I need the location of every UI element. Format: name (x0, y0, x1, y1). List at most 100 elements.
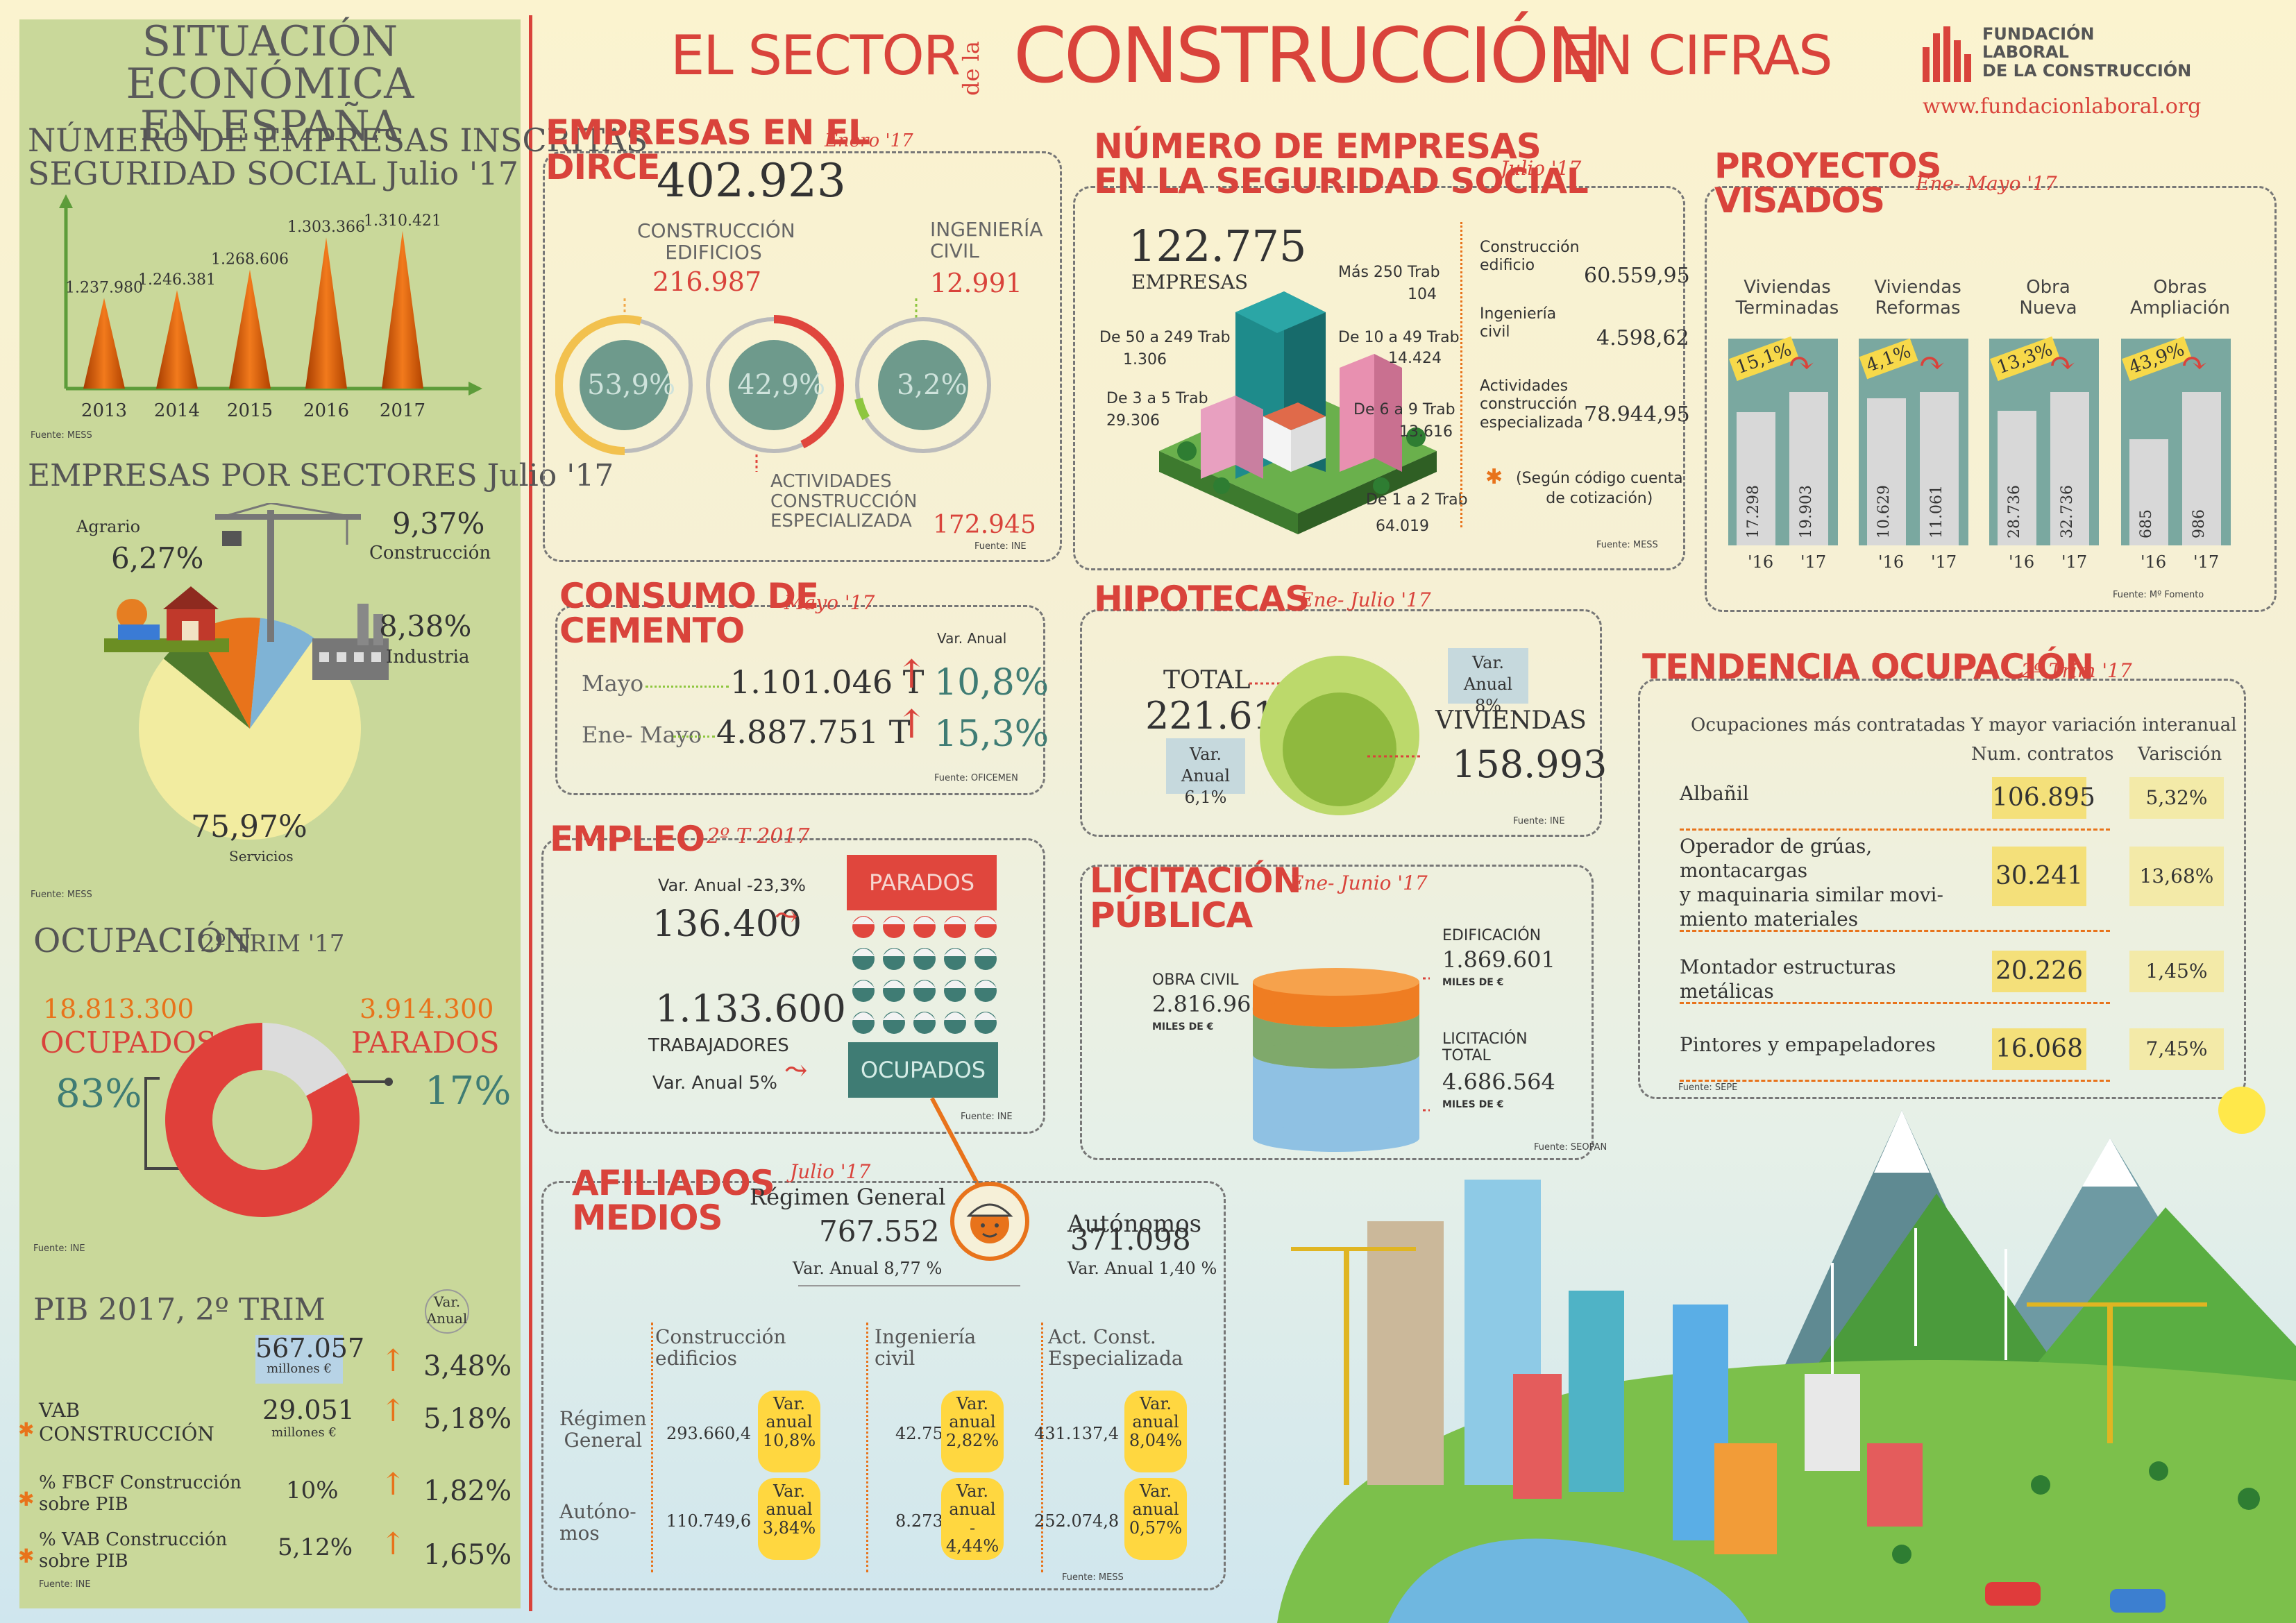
ocupados-pct: 83% (56, 1071, 142, 1116)
ss-edificio-line2: edificio (1480, 257, 1535, 275)
cone-bar (305, 237, 347, 389)
visados-title-line1: PROYECTOS (1714, 146, 1942, 186)
tendencia-row-label: Montador estructuras metálicas (1680, 955, 1943, 1003)
industria-value: 8,38% (379, 609, 472, 643)
dirce-edificios-line2: EDIFICIOS (665, 240, 762, 264)
cone-bar (382, 230, 423, 389)
dirce-date: Enero '17 (825, 130, 913, 151)
tendencia-row-value: 16.068 (1992, 1028, 2086, 1070)
construccion-value: 9,37% (392, 507, 485, 541)
cone-year-label: 2016 (303, 400, 349, 421)
afiliados-au-ce-var-box: Var. anual 3,84% (758, 1478, 820, 1560)
header-title-small: de la (958, 41, 984, 96)
cemento-enemayo-leader (673, 736, 715, 738)
ss-actividades-line2: construcción (1480, 396, 1578, 414)
vab-label: VAB CONSTRUCCIÓN (39, 1399, 214, 1445)
left-title-line2: EN ESPAÑA (140, 102, 400, 151)
cone-value-label: 1.303.366 (287, 219, 365, 236)
logo-line-3: DE LA CONSTRUCCIÓN (1982, 60, 2192, 80)
pib-arrow-icon: ↑ (380, 1343, 406, 1379)
dirce-edificios-label: CONSTRUCCIÓN EDIFICIOS (637, 220, 795, 264)
visados-label-line2: Ampliación (2130, 297, 2230, 318)
visados-label-line1: Obra (2026, 277, 2070, 298)
vab-var: 5,18% (423, 1403, 512, 1435)
visados-group-label: Viviendas Reformas (1859, 277, 1977, 319)
afiliados-title: AFILIADOS MEDIOS (572, 1166, 775, 1235)
website-link[interactable]: www.fundacionlaboral.org (1923, 94, 2202, 119)
visados-bar (1789, 392, 1828, 545)
dirce-ingenieria-line2: CIVIL (930, 239, 979, 262)
ss-box (1073, 186, 1685, 570)
empleo-ocupados-value: 1.133.600 (655, 987, 846, 1030)
arrow-up-icon: ↑ (895, 652, 928, 697)
afiliados-rg-ae-var-box: Var. anual 8,04% (1124, 1391, 1187, 1472)
pie-slice-servicios (139, 638, 361, 840)
var-word: Var. (1140, 1394, 1172, 1413)
var-word: Var. (773, 1481, 805, 1501)
ss-ingenieria-line2: civil (1480, 323, 1510, 341)
visados-title: PROYECTOS VISADOS (1714, 146, 1942, 218)
y-axis-arrow (59, 194, 73, 208)
vab-label-line2: CONSTRUCCIÓN (39, 1422, 214, 1445)
fuente-mess-2: Fuente: MESS (31, 890, 92, 900)
ss-d6-value: 13.616 (1399, 423, 1453, 441)
hipotecas-total-var: 6,1% (1184, 788, 1227, 808)
visados-bar (2182, 392, 2221, 545)
dirce-actividades-value: 172.945 (933, 511, 1036, 539)
afiliados-title-line1: AFILIADOS (572, 1163, 775, 1203)
empresas-title: NÚMERO DE EMPRESAS INSCRITAS SEGURIDAD S… (28, 124, 648, 191)
ss-divider (1460, 222, 1462, 527)
afiliados-rg-label: Régimen General (750, 1184, 946, 1210)
hipotecas-box (1080, 609, 1602, 837)
ss-nota-line2: de cotización) (1546, 489, 1653, 507)
empleo-ocupados-label: TRABAJADORES (648, 1035, 789, 1056)
cone-value-label: 1.237.980 (65, 279, 143, 296)
dirce-rings (555, 298, 993, 472)
hipotecas-total-var-label: Var. Anual (1181, 745, 1231, 786)
visados-bar-value: 10.629 (1875, 485, 1893, 538)
afiliados-row2-line2: mos (559, 1521, 600, 1545)
building (1714, 1443, 1777, 1554)
licitacion-total-value: 4.686.564 (1442, 1069, 1555, 1095)
ss-title-line2: EN LA SEGURIDAD SOCIAL (1094, 161, 1589, 201)
ss-edificio-label: Construcción edificio (1480, 239, 1580, 275)
afiliados-box (541, 1181, 1226, 1590)
ocupados-connector (144, 1077, 180, 1170)
worker-icon (913, 948, 936, 970)
licitacion-cylinders (1253, 968, 1430, 1152)
licitacion-edif-value: 1.869.601 (1442, 946, 1555, 973)
ss-ingenieria-label: Ingeniería civil (1480, 305, 1556, 342)
cone-bar (229, 269, 271, 389)
visados-year-label: '16 (1748, 552, 1774, 572)
visados-year-label: '16 (2141, 552, 2167, 572)
worker-icon (913, 1012, 936, 1034)
worker-icon (852, 980, 875, 1002)
afiliados-row2: Autóno- mos (559, 1501, 636, 1545)
workers-grid-icon (852, 916, 997, 1034)
city-landscape-illustration (1277, 1087, 2296, 1623)
vabpct-label: % VAB Construcción sobre PIB (39, 1529, 227, 1572)
afiliados-rg-ce-var: 10,8% (762, 1430, 816, 1450)
tendencia-col-variacion: Varisción (2138, 744, 2222, 765)
worker-icon (974, 916, 997, 938)
afiliados-au-ce: 110.749,6 (666, 1511, 752, 1531)
visados-year-label: '16 (2009, 552, 2035, 572)
vabpct-label-line2: sobre PIB (39, 1551, 128, 1572)
licitacion-total-line1: LICITACIÓN (1442, 1030, 1528, 1048)
afiliados-col3: Act. Const. Especializada (1048, 1326, 1183, 1370)
var-word: Var. (956, 1394, 988, 1413)
hipotecas-total-var-box: Var. Anual 6,1% (1166, 738, 1245, 807)
dirce-total: 402.923 (657, 154, 846, 207)
fundacion-logo-text: FUNDACIÓN LABORAL DE LA CONSTRUCCIÓN (1982, 25, 2191, 80)
tendencia-col-contratos: Num. contratos (1971, 744, 2114, 765)
tendencia-label-line: Albañil (1680, 782, 1749, 805)
crane-icon (215, 503, 361, 642)
anual-word: anual (949, 1412, 996, 1432)
visados-year-label: '17 (1931, 552, 1957, 572)
tendencia-label-line: Pintores y empapeladores (1680, 1033, 1936, 1056)
tendencia-row-value: 20.226 (1992, 951, 2086, 992)
logo-line-2: LABORAL (1982, 42, 2069, 62)
afiliados-row1-line1: Régimen (559, 1407, 647, 1430)
fbcf-value: 10% (286, 1477, 339, 1504)
arrow-up-icon: ↑ (895, 702, 928, 747)
